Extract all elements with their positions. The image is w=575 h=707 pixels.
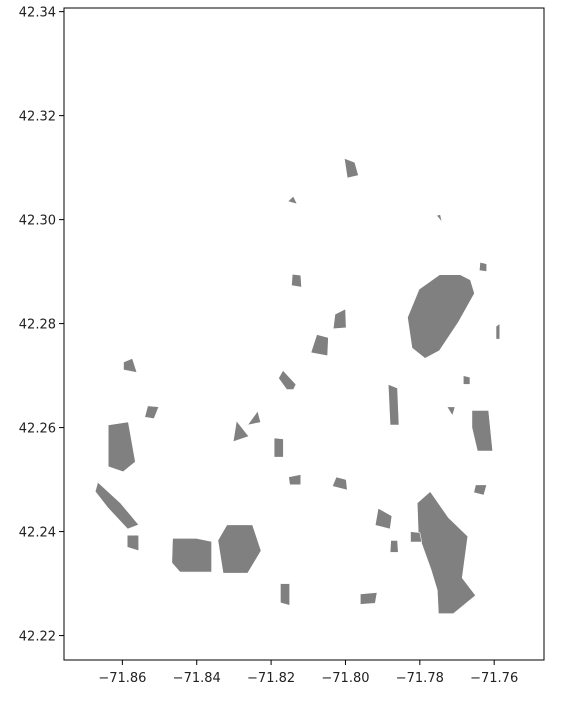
y-tick-label: 42.34 xyxy=(19,6,56,21)
parcel-polygon xyxy=(332,308,347,330)
y-axis: 42.34 42.32 42.30 42.28 42.26 42.24 42.22 xyxy=(19,6,64,645)
parcel-polygon xyxy=(217,524,262,574)
parcel-polygon xyxy=(410,531,423,543)
y-tick-label: 42.26 xyxy=(19,422,56,437)
x-axis: −71.86 −71.84 −71.82 −71.80 −71.78 −71.76 xyxy=(98,660,518,686)
parcel-polygon xyxy=(389,540,399,553)
parcel-polygon xyxy=(343,157,359,179)
x-tick-label: −71.84 xyxy=(173,671,221,686)
x-tick-label: −71.82 xyxy=(247,671,295,686)
parcel-polygon xyxy=(435,214,443,223)
parcel-polygon xyxy=(126,534,139,552)
parcel-polygon xyxy=(232,420,250,443)
parcel-polygon xyxy=(462,375,471,385)
parcel-polygon xyxy=(107,421,136,473)
parcel-polygon xyxy=(280,583,291,606)
parcel-polygon xyxy=(273,437,284,458)
parcel-polygon xyxy=(374,507,393,530)
parcel-polygon xyxy=(387,383,400,426)
parcel-polygon xyxy=(407,274,475,359)
y-tick-label: 42.32 xyxy=(19,110,56,125)
parcel-polygon xyxy=(247,410,262,426)
axes-frame xyxy=(63,7,545,661)
parcel-polygon xyxy=(331,476,348,491)
parcel-polygon xyxy=(310,334,329,357)
parcel-polygon xyxy=(359,592,378,605)
parcel-polygon xyxy=(446,406,456,417)
parcel-polygon xyxy=(171,537,212,573)
y-tick-label: 42.30 xyxy=(19,214,56,229)
x-tick-label: −71.86 xyxy=(98,671,146,686)
parcel-layer xyxy=(94,157,501,615)
parcel-polygon xyxy=(287,195,298,205)
parcel-polygon xyxy=(473,484,488,496)
x-tick-label: −71.76 xyxy=(470,671,518,686)
parcel-polygon xyxy=(144,405,160,420)
parcel-polygon xyxy=(123,357,138,373)
parcel-polygon xyxy=(291,273,302,288)
x-tick-label: −71.80 xyxy=(321,671,369,686)
parcel-polygon xyxy=(478,261,488,272)
y-tick-label: 42.22 xyxy=(19,630,56,645)
y-tick-label: 42.28 xyxy=(19,318,56,333)
x-tick-label: −71.78 xyxy=(396,671,444,686)
parcel-polygon xyxy=(94,481,140,530)
parcel-polygon xyxy=(416,491,477,615)
parcel-polygon xyxy=(471,410,494,452)
parcel-polygon xyxy=(288,474,302,486)
parcel-polygon xyxy=(278,369,297,390)
y-tick-label: 42.24 xyxy=(19,526,56,541)
parcel-polygon xyxy=(495,323,501,340)
